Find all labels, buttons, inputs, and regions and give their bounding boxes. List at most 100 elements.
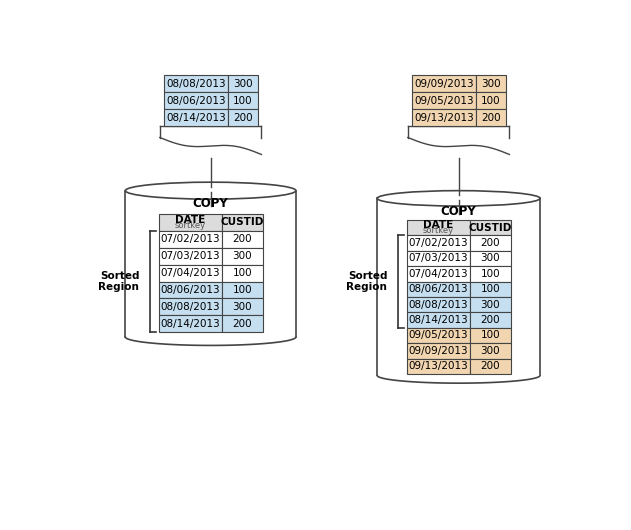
Text: 300: 300 (481, 78, 500, 89)
Bar (159, 298, 222, 315)
Text: Sorted
Region: Sorted Region (98, 271, 139, 293)
Text: 08/14/2013: 08/14/2013 (166, 112, 226, 122)
Bar (163, 109, 228, 126)
Bar (159, 231, 222, 248)
Text: 100: 100 (481, 269, 500, 279)
Ellipse shape (377, 191, 540, 206)
Ellipse shape (377, 368, 540, 383)
Bar (163, 75, 228, 92)
Bar (470, 358, 510, 374)
Bar (470, 220, 510, 235)
Bar (222, 315, 262, 332)
Bar (126, 191, 296, 337)
Bar (222, 248, 262, 264)
Bar (407, 235, 470, 251)
Text: 100: 100 (233, 268, 252, 278)
Text: 07/04/2013: 07/04/2013 (409, 269, 468, 279)
Text: 08/06/2013: 08/06/2013 (166, 95, 226, 105)
Text: 07/03/2013: 07/03/2013 (409, 253, 468, 263)
Bar (407, 220, 470, 235)
Text: CUSTID: CUSTID (469, 223, 512, 233)
Bar (222, 231, 262, 248)
Text: 09/05/2013: 09/05/2013 (414, 95, 474, 105)
Text: 200: 200 (233, 319, 252, 329)
Text: COPY: COPY (192, 197, 228, 210)
Text: 200: 200 (481, 361, 500, 371)
Text: Sorted
Region: Sorted Region (346, 271, 387, 293)
Bar (470, 235, 510, 251)
Text: 100: 100 (481, 284, 500, 294)
Bar (222, 298, 262, 315)
Bar (412, 92, 476, 109)
Text: 07/02/2013: 07/02/2013 (409, 238, 468, 248)
Text: 09/13/2013: 09/13/2013 (414, 112, 474, 122)
Text: 08/14/2013: 08/14/2013 (409, 315, 468, 325)
Text: 200: 200 (233, 234, 252, 244)
Bar (470, 297, 510, 312)
Bar (222, 214, 262, 231)
Text: 300: 300 (233, 302, 252, 312)
Bar (470, 328, 510, 343)
Text: 08/06/2013: 08/06/2013 (409, 284, 468, 294)
Text: DATE: DATE (423, 220, 454, 231)
Bar (470, 343, 510, 358)
Text: 300: 300 (233, 251, 252, 261)
Bar (476, 109, 505, 126)
Bar (228, 75, 257, 92)
Text: 300: 300 (233, 78, 252, 89)
Text: CUSTID: CUSTID (221, 217, 264, 227)
Ellipse shape (126, 329, 296, 346)
Bar (476, 92, 505, 109)
Bar (470, 251, 510, 266)
Text: 08/08/2013: 08/08/2013 (409, 299, 468, 310)
Bar (163, 92, 228, 109)
Bar (407, 297, 470, 312)
Bar (407, 281, 470, 297)
Bar (159, 214, 222, 231)
Text: 200: 200 (481, 315, 500, 325)
Bar (159, 315, 222, 332)
Text: 100: 100 (233, 285, 252, 295)
Bar (476, 75, 505, 92)
Text: 300: 300 (481, 299, 500, 310)
Bar (222, 264, 262, 281)
Text: 09/09/2013: 09/09/2013 (414, 78, 474, 89)
Bar (159, 248, 222, 264)
Text: 08/08/2013: 08/08/2013 (166, 78, 226, 89)
Text: 300: 300 (481, 346, 500, 356)
Bar (407, 328, 470, 343)
Bar (159, 264, 222, 281)
Text: 09/09/2013: 09/09/2013 (409, 346, 468, 356)
Bar (377, 198, 540, 375)
Text: 300: 300 (481, 253, 500, 263)
Text: DATE: DATE (175, 215, 206, 225)
Bar (407, 251, 470, 266)
Text: 100: 100 (233, 95, 252, 105)
Text: COPY: COPY (440, 205, 476, 217)
Bar (407, 312, 470, 328)
Text: 07/04/2013: 07/04/2013 (161, 268, 220, 278)
Bar (228, 109, 257, 126)
Text: 09/05/2013: 09/05/2013 (409, 330, 468, 340)
Text: sortkey: sortkey (175, 222, 206, 231)
Bar (412, 75, 476, 92)
Text: 100: 100 (481, 330, 500, 340)
Bar (470, 281, 510, 297)
Text: 200: 200 (233, 112, 252, 122)
Text: 08/08/2013: 08/08/2013 (161, 302, 220, 312)
Text: 200: 200 (481, 112, 500, 122)
Text: 07/02/2013: 07/02/2013 (161, 234, 220, 244)
Bar (228, 92, 257, 109)
Text: 08/06/2013: 08/06/2013 (161, 285, 220, 295)
Bar (470, 266, 510, 281)
Bar (159, 281, 222, 298)
Bar (407, 343, 470, 358)
Text: sortkey: sortkey (423, 226, 454, 235)
Text: 100: 100 (481, 95, 500, 105)
Text: 08/14/2013: 08/14/2013 (161, 319, 220, 329)
Bar (407, 266, 470, 281)
Ellipse shape (126, 182, 296, 199)
Bar (412, 109, 476, 126)
Bar (222, 281, 262, 298)
Bar (470, 312, 510, 328)
